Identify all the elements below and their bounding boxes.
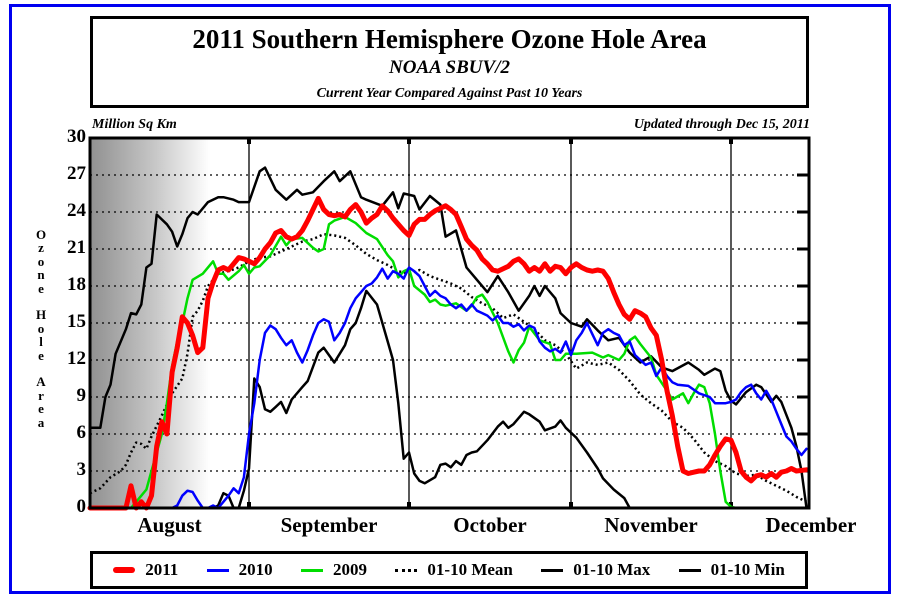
y-tick-label: 27 [67, 163, 86, 184]
legend-label: 2009 [333, 560, 368, 579]
y-axis-label-letter: o [37, 253, 45, 269]
units-label: Million Sq Km [92, 117, 177, 132]
legend-item: 01-10 Max [541, 560, 650, 580]
legend-item: 2010 [206, 560, 273, 580]
chart-description: Current Year Compared Against Past 10 Ye… [316, 86, 583, 101]
legend-label: 01-10 Mean [427, 560, 513, 579]
series-2010 [88, 266, 808, 510]
y-axis-label-letter: e [38, 280, 44, 296]
x-month-label: November [604, 513, 698, 537]
y-tick-label: 0 [76, 496, 87, 517]
y-tick-label: 21 [67, 237, 86, 258]
chart-title: 2011 Southern Hemisphere Ozone Hole Area [192, 24, 707, 54]
y-axis-label-letter: O [35, 227, 47, 242]
y-axis-label-letter: e [38, 347, 44, 363]
plot-border [88, 136, 811, 510]
x-month-label: October [453, 513, 527, 537]
legend-swatch [541, 568, 564, 572]
x-month-label: September [280, 513, 378, 537]
y-tick-label: 3 [76, 459, 87, 480]
updated-label: Updated through Dec 15, 2011 [633, 117, 810, 132]
y-tick-label: 9 [76, 385, 87, 406]
series-01-10-mean [89, 232, 808, 503]
legend-swatch [113, 567, 136, 573]
y-axis-label-letter: H [35, 307, 47, 323]
legend-swatch [678, 568, 701, 572]
series-2009 [88, 215, 808, 510]
y-axis-label-letter: r [38, 387, 44, 403]
legend-item: 01-10 Mean [395, 560, 513, 580]
legend-label: 01-10 Min [710, 560, 785, 579]
x-month-label: August [137, 513, 202, 537]
x-month-label: December [765, 513, 857, 537]
y-axis-label-letter: a [37, 414, 45, 430]
y-axis-label-letter: n [37, 267, 45, 283]
y-axis-label-letter: z [38, 240, 44, 256]
legend-item: 01-10 Min [678, 560, 785, 580]
legend-label: 2010 [238, 560, 273, 579]
legend-label: 01-10 Max [573, 560, 651, 579]
y-axis-label-letter: o [37, 320, 45, 336]
chart-subtitle: NOAA SBUV/2 [389, 57, 510, 78]
data-series [87, 166, 809, 511]
y-tick-label: 12 [67, 348, 86, 369]
legend-swatch [395, 568, 418, 572]
legend-item: 2009 [301, 560, 367, 580]
y-axis-label-letter: A [36, 374, 46, 390]
y-axis-label-letter: e [38, 401, 44, 417]
y-axis-label-letter: l [39, 334, 43, 350]
legend-label: 2011 [145, 560, 179, 579]
legend-item: 2011 [113, 560, 178, 580]
series-2011 [87, 195, 809, 511]
legend: 2011 2010 2009 01-10 Mean 01-10 Max 01-10 Min [90, 551, 808, 589]
y-tick-label: 24 [67, 200, 86, 221]
y-tick-label: 18 [67, 274, 86, 295]
outer-frame [9, 4, 891, 594]
y-tick-label: 30 [67, 126, 86, 147]
series-01-10-max [88, 166, 808, 510]
y-tick-label: 15 [67, 311, 86, 332]
legend-swatch [301, 568, 324, 572]
legend-swatch [206, 568, 229, 572]
y-tick-label: 6 [76, 422, 87, 443]
title-box: 2011 Southern Hemisphere Ozone Hole Area… [90, 16, 809, 108]
series-01-10-min [211, 289, 631, 510]
